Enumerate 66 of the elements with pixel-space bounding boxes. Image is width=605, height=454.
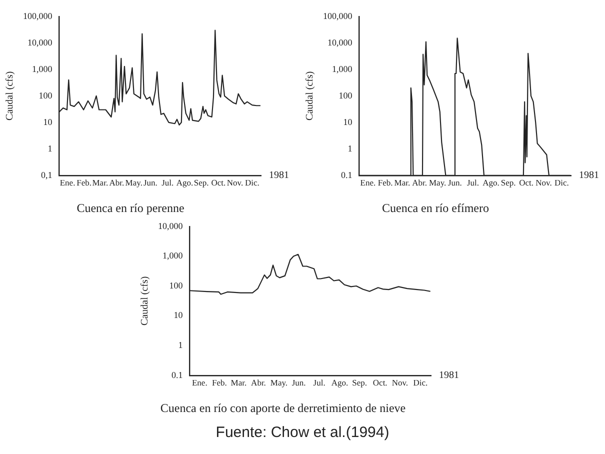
y-tick-label: 10,000 (328, 37, 353, 48)
x-tick-label: May. (428, 178, 446, 188)
x-tick-label: Nov. (536, 178, 552, 188)
y-tick-label: 100 (169, 280, 184, 290)
x-tick-label: Nov. (392, 378, 408, 388)
x-tick-label: Ago. (482, 178, 500, 188)
x-tick-label: Ene. (360, 178, 376, 188)
y-tick-label: 10 (343, 116, 353, 127)
y-tick-label: 100,000 (23, 10, 53, 21)
y-tick-label: 0.1 (172, 370, 183, 380)
y-axis-title: Caudal (cfs) (4, 71, 16, 120)
x-tick-label: Feb. (378, 178, 393, 188)
x-tick-label: Sep. (352, 378, 368, 388)
y-axis-title: Caudal (cfs) (304, 71, 316, 120)
x-tick-label: Ago. (176, 178, 194, 188)
y-tick-label: 1 (178, 340, 183, 350)
x-tick-label: Jul. (466, 178, 479, 188)
y-axis-title: Caudal (cfs) (140, 276, 151, 326)
source-note: Fuente: Chow et al.(1994) (214, 424, 390, 441)
x-tick-label: Oct. (211, 178, 226, 188)
x-tick-label: Oct. (519, 178, 534, 188)
x-tick-label: May. (125, 178, 142, 188)
y-tick-label: 0,1 (41, 170, 52, 180)
text: Cuenca en río perenne (76, 200, 184, 215)
y-tick-label: 100 (38, 90, 53, 100)
x-tick-label: Oct. (372, 378, 388, 388)
x-tick-label: May. (270, 378, 288, 388)
x-tick-label: Feb. (76, 178, 92, 188)
y-tick-label: 100,000 (323, 10, 353, 21)
x-axis-title: 1981 (439, 370, 459, 382)
y-tick-label: 10 (174, 310, 184, 320)
x-tick-label: Jul. (313, 378, 326, 388)
x-tick-label: Abr. (412, 178, 428, 188)
x-tick-label: Jun. (143, 178, 158, 188)
x-tick-label: Mar. (230, 378, 247, 388)
x-tick-label: Jul. (162, 178, 174, 188)
y-tick-label: 1,000 (32, 64, 53, 74)
x-tick-label: Sep. (194, 178, 209, 188)
x-tick-label: Mar. (394, 178, 410, 188)
x-tick-label: Jun. (292, 378, 306, 388)
x-tick-label: Jun. (448, 178, 462, 188)
x-tick-label: Nov. (226, 178, 244, 188)
x-tick-label: Abr. (251, 378, 266, 388)
text: Cuenca en río con aporte de derretimiento de nieve (160, 400, 406, 415)
y-tick-label: 10,000 (28, 37, 53, 48)
y-tick-label: 1 (48, 143, 52, 154)
x-tick-label: Abr. (109, 178, 124, 188)
x-tick-label: Dic. (244, 178, 260, 188)
x-tick-label: Dic. (554, 178, 569, 188)
y-tick-label: 10 (43, 116, 53, 127)
x-tick-label: Ene. (192, 378, 208, 388)
x-tick-label: Dic. (413, 378, 428, 388)
x-tick-label: Mar. (92, 178, 108, 188)
x-tick-label: Ago. (331, 378, 348, 388)
y-tick-label: 10,000 (158, 220, 184, 231)
x-tick-label: Feb. (212, 378, 227, 388)
y-tick-label: 100 (338, 90, 353, 100)
y-tick-label: 1 (348, 143, 352, 154)
x-axis-title: 1981 (579, 170, 599, 182)
x-tick-label: Ene. (60, 178, 76, 188)
y-tick-label: 1,000 (162, 250, 184, 261)
x-axis-title: 1981 (269, 170, 289, 182)
text: Cuenca en río efímero (382, 200, 489, 215)
y-tick-label: 1,000 (332, 64, 353, 74)
y-tick-label: 0.1 (341, 170, 352, 180)
x-tick-label: Sep. (500, 178, 516, 188)
